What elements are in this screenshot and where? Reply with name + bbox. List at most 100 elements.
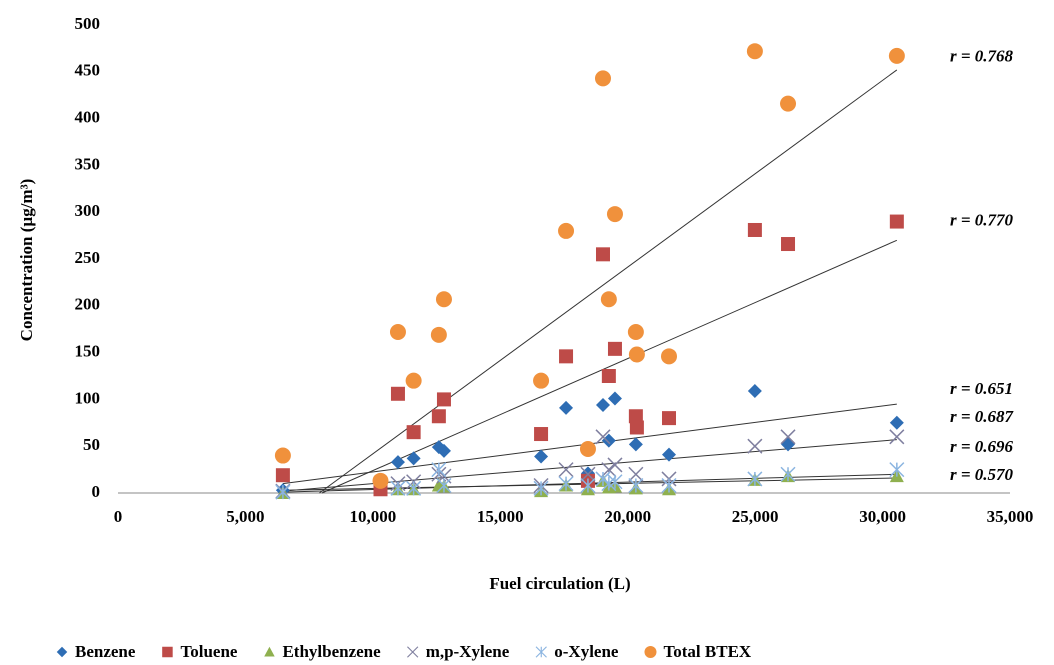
y-tick-label: 50 (83, 435, 100, 454)
legend-label: Toluene (180, 642, 237, 661)
y-tick-label: 400 (75, 108, 101, 127)
r-label: r = 0.570 (950, 465, 1014, 484)
trendline (321, 239, 898, 494)
point (594, 70, 611, 87)
point (595, 398, 610, 413)
legend-marker (535, 646, 547, 658)
x-tick-label: 10,000 (349, 507, 396, 526)
point (747, 383, 762, 398)
point (600, 291, 617, 308)
point (889, 415, 904, 430)
y-tick-label: 200 (75, 295, 101, 314)
legend-label: Ethylbenzene (282, 642, 381, 661)
legend-marker (644, 646, 657, 658)
point (275, 468, 290, 483)
point (534, 427, 549, 442)
point (430, 326, 447, 343)
point (627, 324, 644, 341)
point (435, 291, 452, 308)
x-tick-label: 25,000 (732, 507, 779, 526)
x-tick-label: 5,000 (226, 507, 264, 526)
point (606, 206, 623, 223)
point (601, 462, 617, 478)
y-tick-label: 450 (75, 61, 101, 80)
point (436, 392, 451, 407)
point (628, 409, 643, 424)
point (601, 433, 616, 448)
x-tick-label: 0 (114, 507, 123, 526)
point (607, 474, 623, 490)
point (781, 237, 796, 252)
point (780, 466, 796, 482)
point (406, 480, 422, 496)
x-tick-label: 20,000 (604, 507, 651, 526)
r-label: r = 0.770 (950, 210, 1014, 229)
point (406, 425, 421, 440)
point (889, 429, 905, 445)
y-tick-label: 250 (75, 248, 101, 267)
point (431, 409, 446, 424)
point (405, 372, 422, 389)
x-tick-label: 30,000 (859, 507, 906, 526)
point (607, 457, 623, 473)
legend-item: m,p-Xylene (407, 642, 510, 661)
r-label: r = 0.651 (950, 379, 1013, 398)
point (889, 214, 904, 229)
point (558, 462, 574, 478)
point (780, 429, 796, 445)
point (275, 484, 291, 500)
point (534, 449, 549, 464)
point (436, 477, 452, 494)
point (746, 43, 763, 60)
legend-marker (56, 646, 68, 658)
point (558, 476, 574, 492)
y-tick-label: 100 (75, 388, 101, 407)
legend-item: Total BTEX (644, 642, 752, 661)
point (747, 438, 763, 454)
legend-item: Ethylbenzene (264, 642, 381, 661)
point (389, 324, 406, 341)
point (889, 462, 905, 478)
point (888, 47, 905, 64)
point (628, 477, 644, 494)
point (436, 443, 451, 458)
point (580, 477, 596, 494)
point (431, 462, 447, 478)
point (390, 455, 405, 470)
point (747, 471, 763, 487)
point (595, 247, 610, 262)
r-label: r = 0.687 (950, 407, 1015, 426)
trendline (319, 69, 898, 494)
point (274, 447, 291, 464)
point (661, 477, 677, 494)
point (558, 222, 575, 239)
legend-label: Total BTEX (663, 642, 751, 661)
point (533, 372, 550, 389)
legend-label: o-Xylene (554, 642, 619, 661)
point (406, 451, 421, 466)
point (559, 349, 574, 364)
point (662, 411, 677, 426)
y-axis-title: Concentration (µg/m³) (17, 179, 36, 342)
point (607, 391, 622, 406)
y-tick-label: 350 (75, 154, 101, 173)
point (595, 429, 611, 445)
x-axis-title: Fuel circulation (L) (489, 574, 630, 593)
point (661, 348, 678, 365)
legend-label: Benzene (75, 642, 136, 661)
point (780, 95, 797, 112)
point (747, 222, 762, 237)
x-tick-label: 15,000 (477, 507, 524, 526)
y-tick-label: 300 (75, 201, 101, 220)
point (601, 369, 616, 383)
point (390, 480, 406, 496)
y-tick-label: 150 (75, 342, 101, 361)
point (628, 437, 643, 452)
point (533, 480, 549, 496)
legend-marker (264, 646, 275, 657)
legend-label: m,p-Xylene (426, 642, 510, 661)
y-tick-label: 500 (75, 14, 101, 33)
legend-item: Benzene (56, 642, 136, 661)
legend-marker (162, 646, 173, 658)
